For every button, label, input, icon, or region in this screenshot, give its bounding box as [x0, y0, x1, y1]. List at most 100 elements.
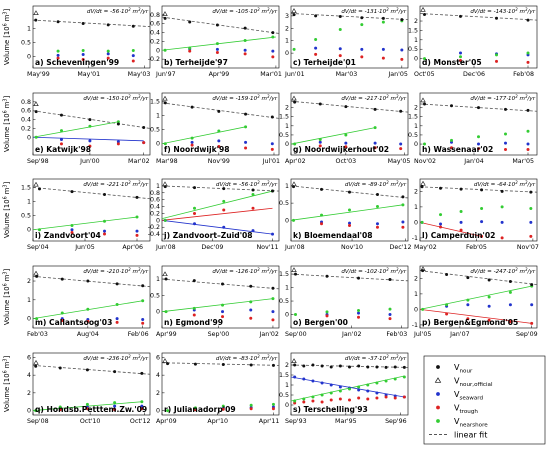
nour-official-marker: [420, 180, 426, 186]
legend-dot-swatch: [436, 405, 440, 410]
seaward-point: [106, 52, 110, 56]
trough-point: [135, 233, 139, 237]
nearshore-point: [487, 295, 491, 299]
y-tick-label: -0.2: [148, 224, 160, 231]
y-tick-label: 1: [414, 291, 418, 298]
trough-fit-line: [420, 222, 482, 237]
nour-point: [81, 21, 85, 25]
nearshore-point: [302, 397, 306, 401]
nour-point: [243, 26, 247, 30]
y-tick-label: 0: [414, 219, 418, 226]
plot-area: [420, 180, 537, 240]
nearshore-point: [338, 28, 342, 32]
x-tick-label: Oct'05: [414, 71, 435, 78]
panel-frame: [32, 178, 151, 242]
trough-point: [56, 56, 60, 60]
panel-title: h) Wassenaar'02: [422, 145, 493, 154]
nour-point: [193, 362, 197, 366]
nearshore-point: [500, 205, 504, 209]
nour-point: [217, 109, 221, 113]
nour-point: [271, 286, 275, 290]
trough-point: [399, 147, 403, 151]
nour-point: [116, 122, 120, 126]
nearshore-point: [135, 215, 139, 219]
nearshore-point: [115, 303, 119, 307]
panel-title: k) Bloemendaal'08: [293, 231, 373, 240]
linear-fit-line: [291, 273, 408, 282]
y-tick-label: 1: [27, 199, 31, 206]
y-tick-label: 0: [156, 309, 160, 316]
y-tick-label: 0.5: [21, 213, 31, 220]
seaward-point: [400, 48, 404, 52]
nearshore-point: [320, 393, 324, 397]
trough-point: [131, 59, 135, 63]
y-tick-label: 0.2: [150, 210, 160, 217]
nour-point: [504, 107, 507, 111]
panels: 0 0.5 1 May'99 May'01 May'03 a) Scheveningen'9…: [21, 5, 539, 425]
seaward-point: [140, 404, 144, 408]
y-tick-label: 0.5: [279, 298, 289, 305]
y-tick-label: 0.5: [279, 392, 289, 399]
nour-point: [135, 195, 139, 199]
x-tick-label: Sep'04: [27, 244, 49, 251]
plot-area: [291, 95, 408, 151]
nearshore-point: [192, 306, 196, 310]
seaward-point: [222, 225, 226, 229]
nour-official-marker: [33, 10, 39, 15]
y-axis-labels: Volume [106 m3] Volume [106 m3] Volume [10…: [3, 8, 12, 412]
seaward-point: [271, 310, 275, 314]
x-tick-label: Sep'98: [27, 158, 49, 165]
nearshore-point: [59, 129, 63, 133]
y-tick-label: 1: [414, 37, 418, 44]
panel-r: 0 2 4 6 Apr'09 Apr'10 Apr'11 r) Julianadorp'09 d…: [156, 352, 279, 425]
panel-frame: [290, 92, 409, 156]
x-tick-label: Mar'02: [128, 158, 150, 165]
nour-point: [530, 283, 534, 287]
seaward-point: [320, 381, 324, 385]
trough-point: [81, 58, 85, 62]
y-tick-label: 0.5: [150, 127, 160, 134]
nearshore-point: [140, 400, 144, 404]
seaward-point: [487, 304, 491, 308]
x-tick-label: Apr'99: [156, 331, 177, 338]
trough-point: [325, 314, 329, 318]
x-tick-label: Sep'93: [285, 418, 307, 425]
nour-point: [56, 20, 60, 24]
nour-point: [293, 363, 297, 367]
nour-point: [375, 193, 379, 196]
nearshore-point: [529, 206, 533, 210]
seaward-point: [459, 51, 462, 55]
x-tick-label: Aug'04: [77, 331, 99, 338]
trough-point: [271, 318, 275, 322]
trough-point: [450, 146, 453, 150]
x-tick-label: May'01: [77, 71, 100, 78]
y-tick-label: 0.5: [21, 40, 31, 47]
y-tick-label: 0.2: [21, 125, 31, 132]
legend-label: linear fit: [454, 431, 487, 440]
nour-point: [249, 363, 253, 367]
nour-point: [302, 364, 306, 368]
plot-area: [162, 181, 279, 236]
seaward-point: [251, 229, 255, 233]
nour-point: [348, 365, 351, 369]
panel-s: 0 0.5 1 1.5 2 Sep'93 Mar'95 Sep'96 s) Terschelli…: [279, 352, 409, 425]
x-tick-label: Sep'00: [285, 331, 307, 338]
seaward-point: [526, 142, 530, 146]
plot-area: [291, 267, 408, 321]
trough-point: [115, 320, 119, 324]
x-tick-label: Sep'08: [27, 418, 49, 425]
nour-point: [526, 18, 530, 22]
y-tick-label: 4: [156, 372, 160, 379]
x-tick-label: Mar'01: [260, 71, 282, 78]
nearshore-point: [271, 402, 275, 406]
seaward-point: [529, 220, 533, 224]
y-axis-label: Volume [106 m3]: [3, 95, 12, 152]
nearshore-fit-line: [162, 190, 273, 219]
y-tick-label: 0.6: [150, 21, 160, 28]
panel-frame: [32, 92, 151, 156]
nour-point: [373, 107, 377, 111]
trough-fit-line: [420, 309, 532, 324]
y-axis-label: Volume [106 m3]: [3, 181, 12, 238]
